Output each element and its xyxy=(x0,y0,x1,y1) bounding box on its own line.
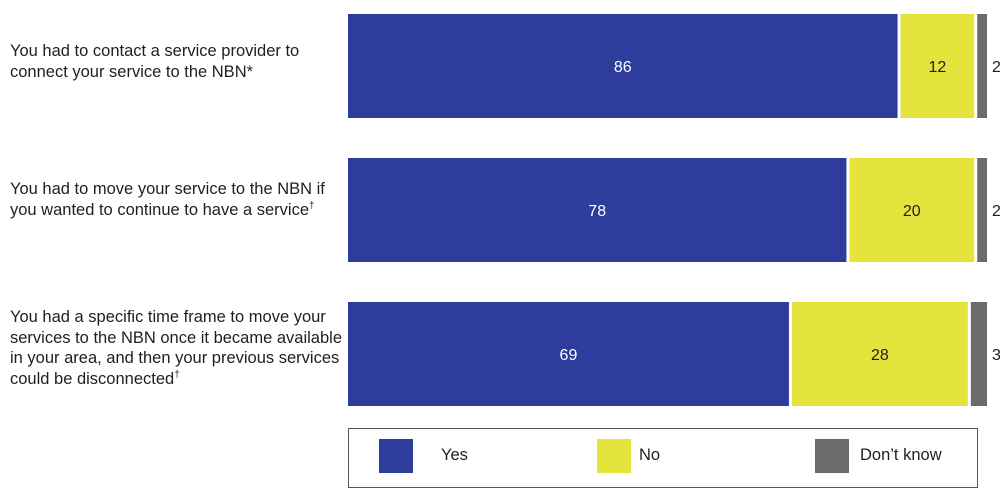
row-label-1-text: You had to contact a service provider to… xyxy=(10,42,300,81)
bar-dont-know-row-2 xyxy=(977,158,987,262)
bar-yes-row-3 xyxy=(348,302,789,406)
bar-no-row-3 xyxy=(791,302,968,406)
row-label-2-mark: † xyxy=(309,200,315,211)
bar-yes-row-2 xyxy=(348,158,847,262)
data-label-dont-know-row-3: 3 xyxy=(992,347,1000,364)
data-label-dont-know-row-1: 2 xyxy=(992,59,1000,76)
stacked-bar-chart: 86 12 2 78 20 2 69 28 3 xyxy=(348,14,1000,406)
bar-dont-know-row-1 xyxy=(977,14,987,118)
chart-legend: Yes No Don’t know xyxy=(348,428,978,488)
data-label-dont-know-row-2: 2 xyxy=(992,203,1000,220)
legend-label-dont-know: Don’t know xyxy=(860,446,942,464)
legend-label-yes: Yes xyxy=(441,446,468,464)
data-label-yes-row-1: 86 xyxy=(614,59,632,76)
bar-no-row-1 xyxy=(900,14,975,118)
row-label-2: You had to move your service to the NBN … xyxy=(10,179,350,220)
row-label-1: You had to contact a service provider to… xyxy=(10,41,350,82)
legend-swatch-dont-know xyxy=(815,439,849,473)
data-label-no-row-1: 12 xyxy=(928,59,946,76)
bar-dont-know-row-3 xyxy=(970,302,987,406)
legend-label-no: No xyxy=(639,446,661,464)
row-label-2-text: You had to move your service to the NBN … xyxy=(10,180,325,219)
row-label-3: You had a specific time frame to move yo… xyxy=(10,307,350,389)
bar-no-row-2 xyxy=(849,158,975,262)
row-label-3-text: You had a specific time frame to move yo… xyxy=(10,308,342,388)
legend-swatch-no xyxy=(597,439,631,473)
bar-yes-row-1 xyxy=(348,14,898,118)
data-label-no-row-3: 28 xyxy=(871,347,889,364)
row-label-3-mark: † xyxy=(174,369,180,380)
data-label-yes-row-3: 69 xyxy=(560,347,578,364)
data-label-no-row-2: 20 xyxy=(903,203,921,220)
legend-swatch-yes xyxy=(379,439,413,473)
data-label-yes-row-2: 78 xyxy=(588,203,606,220)
